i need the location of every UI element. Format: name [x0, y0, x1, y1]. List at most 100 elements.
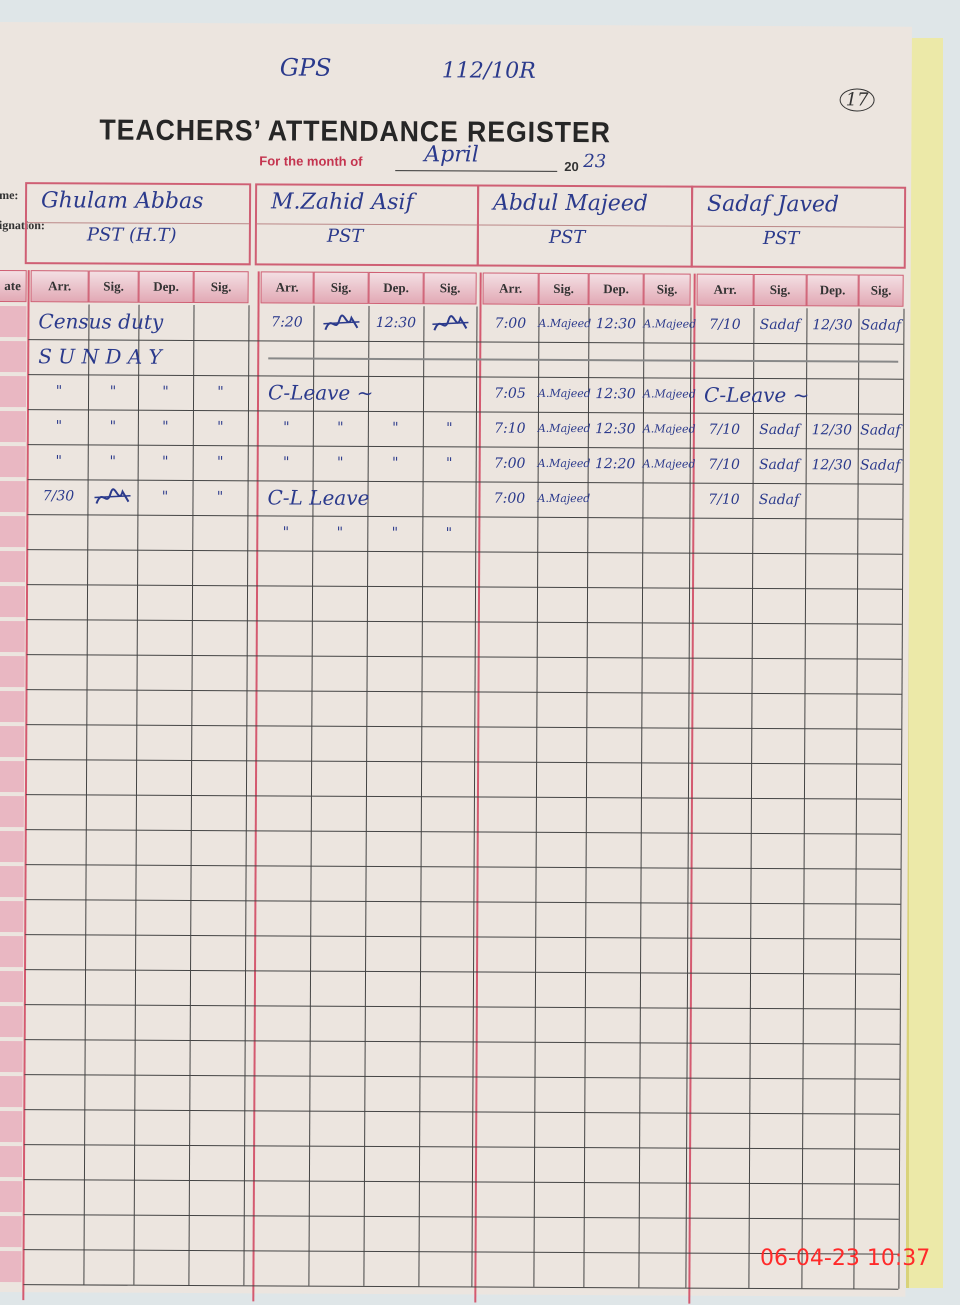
- date-cell: [0, 900, 24, 933]
- attendance-entry: ": [217, 384, 224, 401]
- attendance-entry: S U N D A Y: [38, 344, 162, 369]
- teacher-name: Abdul Majeed: [492, 190, 648, 217]
- name-label: me:: [0, 187, 19, 203]
- attendance-entry: ": [162, 383, 169, 400]
- row-line: [25, 969, 901, 975]
- attendance-entry: ": [161, 453, 169, 470]
- teacher-header-4: Sadaf Javed PST: [690, 185, 907, 269]
- attendance-entry: ": [109, 453, 116, 470]
- attendance-entry: ": [55, 453, 62, 470]
- attendance-entry: A.Majeed: [537, 456, 591, 471]
- date-cell: [0, 970, 24, 1003]
- column-header-date: ate: [0, 269, 27, 303]
- teacher-designation: PST (H.T): [86, 224, 177, 246]
- attendance-entry: Sadaf: [860, 317, 902, 334]
- attendance-entry: 12:30: [595, 421, 636, 438]
- attendance-entry: Sadaf: [860, 422, 901, 439]
- date-cell: [0, 480, 26, 513]
- attendance-entry: ": [391, 455, 399, 472]
- attendance-entry: ": [337, 419, 344, 436]
- date-cell: [0, 585, 26, 618]
- date-cell: [0, 1180, 22, 1213]
- row-line: [26, 689, 902, 695]
- row-line: [23, 1284, 899, 1290]
- row-line: [26, 759, 902, 765]
- attendance-entry: 7/30: [42, 488, 75, 505]
- sunday-strike-line: [268, 357, 899, 363]
- page-number: 17: [839, 88, 875, 112]
- attendance-entry: Census duty: [38, 309, 164, 334]
- date-cell: [0, 1110, 23, 1143]
- date-cell: [0, 655, 25, 688]
- column-header: Dep.: [138, 270, 194, 304]
- attendance-entry: ": [216, 454, 224, 471]
- date-cell: [0, 340, 27, 373]
- row-line: [24, 1074, 900, 1080]
- register-cover-edge: [906, 38, 943, 1288]
- attendance-entry: ": [55, 418, 63, 435]
- column-header: Sig.: [88, 270, 139, 303]
- attendance-entry: A.Majeed: [537, 491, 591, 506]
- date-cell: [0, 1250, 22, 1283]
- attendance-entry: A.Majeed: [642, 457, 696, 471]
- column-header: Sig.: [753, 273, 807, 307]
- attendance-entry: ": [282, 454, 290, 471]
- row-line: [24, 1144, 900, 1150]
- attendance-entry: ": [283, 419, 290, 436]
- school-code: 112/10R: [441, 58, 536, 84]
- row-line: [24, 1004, 900, 1010]
- date-cell: [0, 725, 25, 758]
- column-header: Sig.: [423, 272, 477, 305]
- teacher-designation: PST: [548, 226, 586, 249]
- date-cell: [0, 760, 25, 793]
- teacher-designation: PST: [326, 225, 364, 247]
- date-cell: [0, 375, 27, 408]
- row-line: [25, 829, 901, 835]
- attendance-entry: 7/10: [708, 491, 740, 508]
- attendance-entry: ": [162, 418, 169, 435]
- column-header: Dep.: [588, 273, 644, 306]
- attendance-entry: ": [55, 383, 63, 400]
- month-underline: [395, 170, 558, 172]
- attendance-entry: Sadaf: [759, 316, 801, 334]
- teacher-designation: PST: [762, 227, 800, 250]
- row-line: [27, 584, 903, 590]
- attendance-entry: C-L Leave: [267, 485, 370, 510]
- column-header: Arr.: [482, 272, 539, 305]
- date-cell: [0, 1040, 23, 1073]
- row-line: [26, 724, 902, 730]
- row-line: [24, 1109, 900, 1115]
- attendance-entry: ": [161, 488, 169, 505]
- attendance-entry: Sadaf: [758, 491, 800, 509]
- date-cell: [0, 445, 26, 478]
- attendance-entry: 7:10: [494, 420, 526, 437]
- date-cell: [0, 1075, 23, 1108]
- teacher-name: Sadaf Javed: [706, 191, 840, 218]
- attendance-entry: ": [446, 420, 453, 437]
- attendance-entry: ": [336, 454, 344, 471]
- attendance-entry: ": [109, 418, 117, 435]
- divider: [256, 223, 477, 226]
- attendance-entry: 12:30: [595, 386, 636, 403]
- year-suffix: 23: [583, 151, 607, 173]
- row-line: [23, 1179, 899, 1185]
- attendance-entry: 12:30: [375, 314, 417, 332]
- date-cell: [0, 1005, 23, 1038]
- attendance-entry: ": [217, 419, 224, 436]
- teacher-name: M.Zahid Asif: [270, 189, 414, 216]
- attendance-entry: 12/30: [811, 422, 853, 439]
- month-value: April: [424, 142, 479, 168]
- attendance-entry: ": [392, 420, 399, 437]
- attendance-entry: 7:00: [493, 455, 526, 472]
- attendance-entry: ": [391, 525, 399, 542]
- attendance-entry: ": [216, 489, 224, 506]
- attendance-entry: Sadaf: [758, 456, 800, 474]
- attendance-entry: ": [445, 525, 453, 542]
- row-line: [23, 1214, 899, 1220]
- attendance-entry: 7:20: [271, 314, 303, 331]
- signature: [313, 306, 368, 341]
- row-line: [25, 794, 901, 800]
- date-cell: [0, 795, 24, 828]
- date-cell: [0, 1145, 23, 1178]
- column-header: Arr.: [30, 270, 89, 303]
